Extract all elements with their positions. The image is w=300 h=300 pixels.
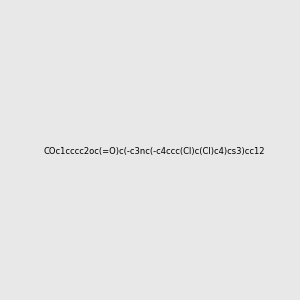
Text: COc1cccc2oc(=O)c(-c3nc(-c4ccc(Cl)c(Cl)c4)cs3)cc12: COc1cccc2oc(=O)c(-c3nc(-c4ccc(Cl)c(Cl)c4…	[43, 147, 265, 156]
